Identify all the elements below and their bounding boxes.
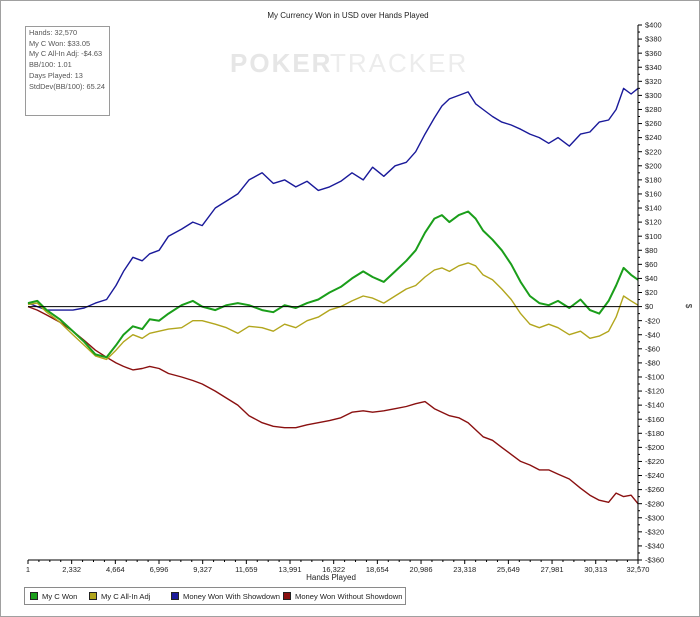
y-tick-label: $260: [645, 119, 662, 128]
x-tick-label: 20,986: [410, 565, 433, 574]
y-tick-label: -$300: [645, 513, 664, 522]
legend-item-without-showdown[interactable]: Money Won Without Showdown: [283, 592, 403, 601]
y-tick-label: $220: [645, 147, 662, 156]
series-line-my-c-all-in-adj: [27, 262, 639, 361]
y-tick-label: $340: [645, 63, 662, 72]
y-tick-label: -$340: [645, 542, 664, 551]
stat-bb100: BB/100: 1.01: [29, 60, 72, 70]
watermark-text-tracker: TRACKER: [330, 48, 468, 78]
y-tick-label: -$220: [645, 457, 664, 466]
y-tick-label: $280: [645, 105, 662, 114]
watermark-text-poker: POKER: [230, 48, 332, 78]
y-tick-label: -$100: [645, 373, 664, 382]
y-tick-label: -$360: [645, 556, 664, 565]
x-tick-label: 11,659: [235, 565, 257, 574]
y-tick-label: -$180: [645, 429, 664, 438]
x-tick-label: 23,318: [453, 565, 476, 574]
series-line-money-won-without-showdown: [27, 305, 639, 505]
legend-swatch-without-showdown: [283, 592, 291, 600]
series-line-money-won-with-showdown: [27, 87, 639, 311]
y-tick-label: -$320: [645, 527, 664, 536]
legend: My C Won My C All-In Adj Money Won With …: [24, 587, 406, 605]
y-tick-label: -$260: [645, 485, 664, 494]
y-tick-label: -$140: [645, 401, 664, 410]
x-tick-label: 2,332: [62, 565, 81, 574]
y-tick-label: $140: [645, 204, 662, 213]
chart-title: My Currency Won in USD over Hands Played: [267, 11, 428, 20]
y-tick-label: $160: [645, 190, 662, 199]
legend-item-with-showdown[interactable]: Money Won With Showdown: [171, 592, 280, 601]
y-axis: $400 $380 $360 $340 $320 $300 $280 $260 $240 $220…: [637, 21, 664, 568]
stat-hands: Hands: 32,570: [29, 28, 78, 37]
x-tick-label: 9,327: [193, 565, 212, 574]
y-tick-label: $120: [645, 218, 662, 227]
y-tick-label: $0: [645, 302, 653, 311]
x-tick-label: 30,313: [584, 565, 607, 574]
legend-swatch-allin-adj: [89, 592, 97, 600]
x-tick-label: 27,981: [541, 565, 564, 574]
x-tick-label: 4,664: [106, 565, 125, 574]
y-tick-label: -$240: [645, 471, 664, 480]
y-tick-label: -$20: [645, 316, 660, 325]
y-tick-label: -$80: [645, 358, 660, 367]
legend-label: My C Won: [42, 592, 78, 601]
y-tick-label: -$120: [645, 387, 664, 396]
y-tick-label: $180: [645, 175, 662, 184]
x-axis: 1 2,332 4,664 6,996 9,327 11,659 13,991 16,322 1…: [26, 559, 650, 574]
y-axis-label: $: [684, 304, 693, 309]
legend-swatch-with-showdown: [171, 592, 179, 600]
y-tick-label: -$60: [645, 344, 660, 353]
y-tick-label: -$200: [645, 443, 664, 452]
x-tick-label: 18,654: [366, 565, 389, 574]
x-tick-label: 6,996: [150, 565, 169, 574]
legend-label: Money Won With Showdown: [183, 592, 280, 601]
y-tick-label: $300: [645, 91, 662, 100]
legend-label: My C All-In Adj: [101, 592, 151, 601]
x-tick-label: 25,649: [497, 565, 520, 574]
y-tick-label: $380: [645, 35, 662, 44]
stat-stddev: StdDev(BB/100): 65.24: [29, 81, 106, 91]
series-line-my-c-won: [27, 210, 639, 359]
stat-allin-adj: My C All-In Adj: -$4.63: [29, 49, 103, 59]
y-tick-label: -$40: [645, 330, 660, 339]
y-tick-label: -$160: [645, 415, 664, 424]
stat-days-played: Days Played: 13: [29, 70, 83, 80]
y-tick-label: -$280: [645, 499, 664, 508]
legend-label: Money Won Without Showdown: [295, 592, 403, 601]
x-tick-label: 32,570: [627, 565, 650, 574]
x-tick-label: 1: [26, 565, 30, 574]
x-tick-label: 16,322: [322, 565, 345, 574]
legend-item-c-won[interactable]: My C Won: [30, 592, 77, 601]
legend-swatch-c-won: [30, 592, 38, 600]
y-tick-label: $360: [645, 49, 662, 58]
x-axis-label: Hands Played: [306, 573, 356, 582]
y-tick-label: $400: [645, 21, 662, 30]
y-tick-label: $80: [645, 246, 658, 255]
stats-panel: Hands: 32,570 My C Won: $33.05 My C All-…: [25, 26, 110, 116]
stat-c-won: My C Won: $33.05: [29, 38, 91, 48]
legend-item-allin-adj[interactable]: My C All-In Adj: [89, 592, 150, 601]
x-tick-label: 13,991: [279, 565, 302, 574]
y-tick-label: $20: [645, 288, 658, 297]
y-tick-label: $100: [645, 232, 662, 241]
y-tick-label: $60: [645, 260, 658, 269]
y-tick-label: $40: [645, 274, 658, 283]
y-tick-label: $240: [645, 133, 662, 142]
y-tick-label: $320: [645, 77, 662, 86]
y-tick-label: $200: [645, 161, 662, 170]
